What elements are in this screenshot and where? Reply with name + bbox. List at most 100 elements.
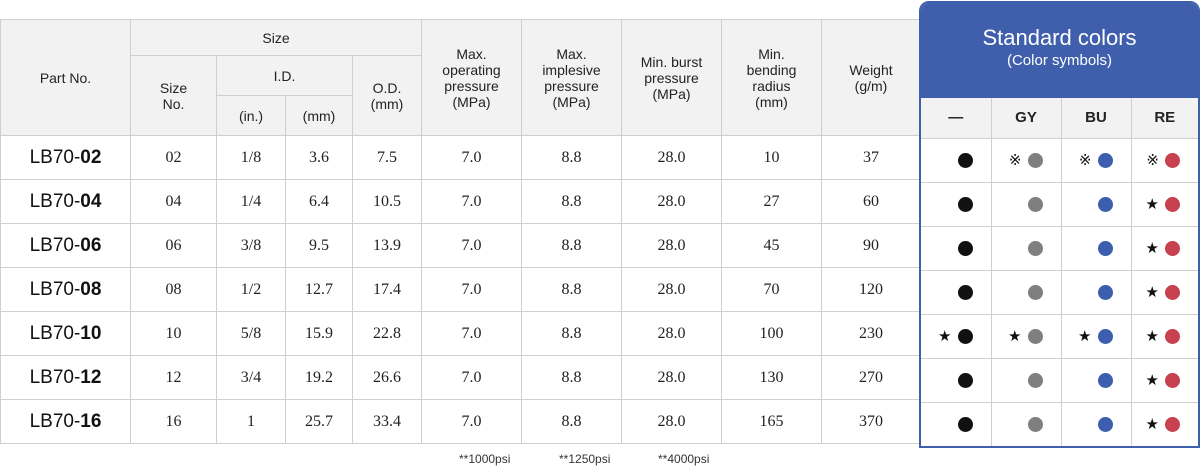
cell-min-bending-radius: 45: [721, 223, 822, 268]
cell-weight: 120: [821, 267, 921, 312]
cell-weight: 37: [821, 135, 921, 180]
cell-part-no: LB70-08: [0, 267, 131, 312]
color-row: ★: [921, 401, 1198, 446]
color-cell-gy: ※: [990, 137, 1062, 183]
table-row: LB70-16 16 1 25.7 33.4 7.0 8.8 28.0 165 370: [0, 399, 921, 444]
color-row: ★: [921, 269, 1198, 315]
color-cell-gy: [990, 269, 1062, 315]
color-cell-re: ★: [1130, 225, 1198, 271]
part-prefix: LB70-: [29, 366, 81, 388]
color-cell-gy: [990, 401, 1062, 446]
cell-max-operating-pressure: 7.0: [421, 223, 522, 268]
color-cell-none: [921, 137, 992, 183]
cell-id-mm: 12.7: [285, 267, 353, 312]
cell-weight: 370: [821, 399, 921, 444]
cell-od: 17.4: [352, 267, 422, 312]
color-cell-none: [921, 269, 992, 315]
cell-min-burst-pressure: 28.0: [621, 223, 722, 268]
availability-mark: ※: [1146, 151, 1159, 169]
cell-min-burst-pressure: 28.0: [621, 179, 722, 224]
footnote-max-implesive: **1250psi: [559, 452, 611, 466]
cell-id-mm: 15.9: [285, 311, 353, 356]
cell-min-bending-radius: 100: [721, 311, 822, 356]
part-number: 08: [80, 278, 102, 300]
color-dot-icon: [1165, 328, 1180, 344]
color-dot-icon: [957, 328, 973, 344]
color-cell-bu: [1060, 357, 1132, 403]
cell-min-burst-pressure: 28.0: [621, 135, 722, 180]
cell-id-in: 1/4: [216, 179, 286, 224]
cell-od: 26.6: [352, 355, 422, 400]
cell-od: 33.4: [352, 399, 422, 444]
color-row: ★ ★ ★ ★: [921, 313, 1198, 359]
color-dot-icon: [1027, 328, 1043, 344]
cell-size-no: 08: [130, 267, 217, 312]
color-cell-gy: ★: [990, 313, 1062, 359]
cell-weight: 90: [821, 223, 921, 268]
part-prefix: LB70-: [29, 410, 81, 432]
table-row: LB70-08 08 1/2 12.7 17.4 7.0 8.8 28.0 70 120: [0, 267, 921, 312]
header-size-no: Size No.: [130, 55, 217, 136]
part-number: 16: [80, 410, 102, 432]
color-dot-icon: [1097, 152, 1113, 168]
color-dot-icon: [1097, 240, 1113, 256]
color-dot-icon: [1165, 152, 1180, 168]
availability-mark: ★: [1145, 327, 1159, 345]
cell-part-no: LB70-16: [0, 399, 131, 444]
cell-id-in: 1: [216, 399, 286, 444]
header-max-implesive-pressure: Max. implesive pressure (MPa): [521, 19, 622, 136]
color-dot-icon: [1027, 284, 1043, 300]
color-cell-none: [921, 401, 992, 446]
availability-mark: ★: [1145, 283, 1159, 301]
table-row: LB70-12 12 3/4 19.2 26.6 7.0 8.8 28.0 130 270: [0, 355, 921, 400]
color-dot-icon: [957, 240, 973, 256]
color-cell-none: [921, 225, 992, 271]
color-dot-icon: [957, 152, 973, 168]
cell-od: 22.8: [352, 311, 422, 356]
color-cell-none: ★: [921, 313, 992, 359]
part-prefix: LB70-: [29, 322, 81, 344]
cell-id-mm: 9.5: [285, 223, 353, 268]
color-dot-icon: [1027, 196, 1043, 212]
header-id: I.D.: [216, 55, 353, 96]
cell-max-implesive-pressure: 8.8: [521, 179, 622, 224]
color-dot-icon: [1027, 372, 1043, 388]
cell-max-implesive-pressure: 8.8: [521, 399, 622, 444]
table-row: LB70-02 02 1/8 3.6 7.5 7.0 8.8 28.0 10 37: [0, 135, 921, 180]
color-dot-icon: [957, 284, 973, 300]
part-number: 02: [80, 146, 102, 168]
table-row: LB70-10 10 5/8 15.9 22.8 7.0 8.8 28.0 100 230: [0, 311, 921, 356]
cell-id-mm: 6.4: [285, 179, 353, 224]
table-row: LB70-04 04 1/4 6.4 10.5 7.0 8.8 28.0 27 60: [0, 179, 921, 224]
color-cell-gy: [990, 181, 1062, 227]
part-prefix: LB70-: [29, 146, 81, 168]
standard-colors-subtitle: (Color symbols): [1006, 52, 1112, 69]
table-row: LB70-06 06 3/8 9.5 13.9 7.0 8.8 28.0 45 90: [0, 223, 921, 268]
availability-mark: ★: [938, 327, 952, 345]
cell-size-no: 04: [130, 179, 217, 224]
cell-max-operating-pressure: 7.0: [421, 179, 522, 224]
availability-mark: ★: [1008, 327, 1022, 345]
color-cell-bu: [1060, 269, 1132, 315]
cell-max-operating-pressure: 7.0: [421, 311, 522, 356]
availability-mark: ★: [1145, 195, 1159, 213]
color-col-none: —: [921, 98, 992, 139]
cell-id-in: 5/8: [216, 311, 286, 356]
cell-part-no: LB70-10: [0, 311, 131, 356]
part-prefix: LB70-: [29, 234, 81, 256]
availability-mark: ※: [1078, 151, 1092, 169]
cell-min-burst-pressure: 28.0: [621, 311, 722, 356]
part-number: 12: [80, 366, 102, 388]
cell-max-implesive-pressure: 8.8: [521, 223, 622, 268]
color-dot-icon: [1097, 372, 1113, 388]
standard-colors-panel: Standard colors (Color symbols) — GY BU …: [919, 1, 1200, 448]
header-min-burst-pressure: Min. burst pressure (MPa): [621, 19, 722, 136]
color-cell-none: [921, 181, 992, 227]
cell-weight: 270: [821, 355, 921, 400]
color-row: ※ ※ ※: [921, 137, 1198, 183]
cell-min-bending-radius: 10: [721, 135, 822, 180]
cell-size-no: 02: [130, 135, 217, 180]
cell-id-in: 3/8: [216, 223, 286, 268]
color-dot-icon: [1165, 240, 1180, 256]
availability-mark: ★: [1145, 415, 1159, 433]
